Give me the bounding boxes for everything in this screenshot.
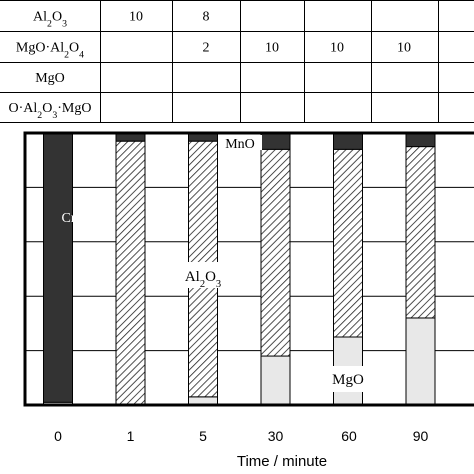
bar-segment-crox xyxy=(333,132,363,150)
annotations: CrOx Al2O3 MnO MgO xyxy=(61,135,374,392)
bar-segment-crox xyxy=(405,132,436,148)
plot-frame xyxy=(23,131,474,407)
x-tick-label: 5 xyxy=(199,428,207,444)
table-row-labels: Al2O3 MgO·Al2O4 MgO O·Al2O3·MgO xyxy=(9,10,92,121)
table-row-label: MgO·Al2O4 xyxy=(16,41,84,61)
bar-segment-mgo xyxy=(405,317,436,406)
table-grid xyxy=(0,0,474,123)
table-cell: 8 xyxy=(203,10,210,25)
gridlines xyxy=(25,186,474,352)
bars xyxy=(43,132,436,406)
table-cell: 10 xyxy=(330,41,344,56)
table-cell: 10 xyxy=(129,10,143,25)
x-tick-label: 60 xyxy=(341,428,357,444)
bar-segment-al2o3 xyxy=(260,148,291,357)
annotation-bg xyxy=(218,135,262,150)
table-cell: 10 xyxy=(397,41,411,56)
table-cells: 10 8 2 10 10 10 xyxy=(129,10,411,56)
bar-segment-mgo xyxy=(260,355,291,406)
bar-segment-crox xyxy=(260,132,291,150)
bar-segment-crox xyxy=(43,132,73,403)
table-row-label: Al2O3 xyxy=(33,10,67,30)
table-cell: 2 xyxy=(203,41,210,56)
composition-table: Al2O3 MgO·Al2O4 MgO O·Al2O3·MgO 10 8 2 10 10 10 xyxy=(0,0,474,123)
bar-segment-al2o3 xyxy=(333,148,363,338)
bar-segment-al2o3 xyxy=(115,140,146,406)
annotation-mno: MnO xyxy=(225,137,255,152)
x-tick-label: 0 xyxy=(54,428,62,444)
x-axis-label: Time / minute xyxy=(237,453,327,470)
x-tick-label: 90 xyxy=(413,428,429,444)
x-tick-label: 1 xyxy=(127,428,135,444)
table-row-label: O·Al2O3·MgO xyxy=(9,101,92,121)
annotation-al2o3: Al2O3 xyxy=(185,269,221,290)
annotation-bg xyxy=(322,366,374,392)
bar-segment-al2o3 xyxy=(405,146,436,319)
annotation-crox: CrOx xyxy=(61,211,90,231)
table-row-label: MgO xyxy=(35,71,65,86)
x-tick-labels: 0 1 5 30 60 90 xyxy=(54,428,428,444)
x-tick-label: 30 xyxy=(268,428,284,444)
annotation-bg xyxy=(174,262,232,288)
annotation-mgo: MgO xyxy=(332,372,364,388)
table-cell: 10 xyxy=(265,41,279,56)
